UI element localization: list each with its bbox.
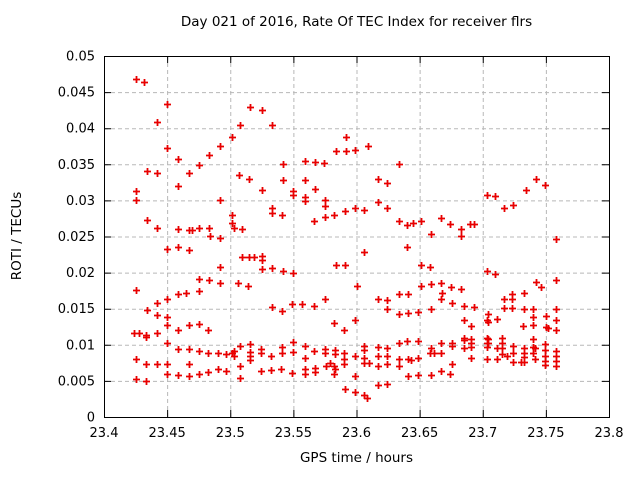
scatter-points <box>131 76 560 402</box>
y-tick-label: 0.04 <box>66 122 95 137</box>
x-axis-label: GPS time / hours <box>299 450 414 466</box>
plot-border <box>104 56 610 418</box>
y-tick-label: 0.05 <box>66 50 95 65</box>
y-tick-label: 0.025 <box>58 230 95 245</box>
y-tick-label: 0.01 <box>66 338 95 353</box>
y-tick-label: 0.005 <box>58 374 95 389</box>
x-tick-label: 23.5 <box>216 426 245 441</box>
x-tick-label: 23.8 <box>595 426 624 441</box>
y-tick-label: 0.03 <box>66 194 95 209</box>
x-tick-label: 23.75 <box>527 426 564 441</box>
chart-title: Day 021 of 2016, Rate Of TEC Index for r… <box>180 14 533 30</box>
y-tick-label: 0.035 <box>58 158 95 173</box>
x-tick-label: 23.45 <box>149 426 186 441</box>
y-tick-label: 0 <box>87 411 95 426</box>
x-tick-label: 23.55 <box>275 426 312 441</box>
x-tick-label: 23.6 <box>342 426 371 441</box>
x-tick-label: 23.7 <box>468 426 497 441</box>
y-tick-label: 0.02 <box>66 266 95 281</box>
x-tick-label: 23.65 <box>401 426 438 441</box>
y-tick-label: 0.015 <box>58 302 95 317</box>
x-tick-label: 23.4 <box>90 426 119 441</box>
y-tick-label: 0.045 <box>58 86 95 101</box>
